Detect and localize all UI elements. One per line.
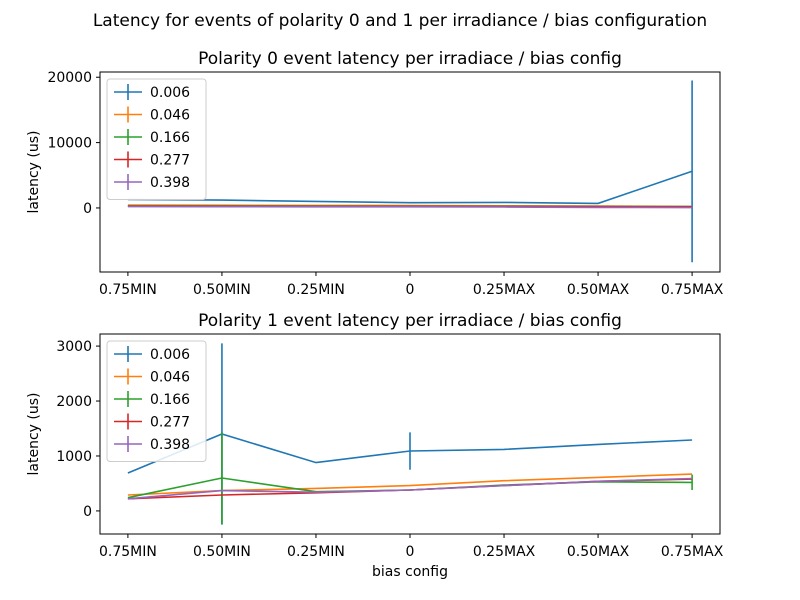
chart-title: Polarity 0 event latency per irradiace /… bbox=[198, 49, 622, 69]
x-tick-label: 0.50MAX bbox=[567, 282, 630, 298]
x-tick-label: 0.25MIN bbox=[287, 544, 345, 560]
x-tick-label: 0.75MIN bbox=[99, 282, 157, 298]
x-axis-label: bias config bbox=[372, 564, 448, 580]
x-tick-label: 0 bbox=[406, 544, 415, 560]
y-tick-label: 10000 bbox=[47, 136, 92, 152]
series-line-0.398 bbox=[127, 205, 693, 209]
chart-title: Polarity 1 event latency per irradiace /… bbox=[198, 311, 622, 331]
y-axis-label: latency (us) bbox=[26, 131, 42, 214]
x-tick-label: 0.75MAX bbox=[661, 282, 724, 298]
legend-entry: 0.046 bbox=[150, 370, 190, 386]
y-tick-label: 2000 bbox=[56, 394, 92, 410]
figure-suptitle: Latency for events of polarity 0 and 1 p… bbox=[93, 11, 707, 31]
legend-box bbox=[106, 78, 207, 200]
legend-entry: 0.006 bbox=[150, 85, 190, 101]
plot-polarity-1: Polarity 1 event latency per irradiace /… bbox=[26, 311, 724, 580]
x-tick-label: 0.25MAX bbox=[473, 544, 536, 560]
y-tick-label: 0 bbox=[83, 201, 92, 217]
legend-entry: 0.398 bbox=[150, 175, 190, 191]
series-line-0.398 bbox=[127, 477, 693, 500]
legend-entry: 0.277 bbox=[150, 153, 190, 169]
legend-entry: 0.006 bbox=[150, 347, 190, 363]
legend-entry: 0.166 bbox=[150, 130, 190, 146]
x-tick-label: 0.75MIN bbox=[99, 544, 157, 560]
y-tick-label: 1000 bbox=[56, 449, 92, 465]
plot-polarity-0: Polarity 0 event latency per irradiace /… bbox=[26, 49, 724, 298]
y-tick-label: 0 bbox=[83, 504, 92, 520]
x-tick-label: 0.25MIN bbox=[287, 282, 345, 298]
legend-entry: 0.046 bbox=[150, 108, 190, 124]
series-line-0.006 bbox=[127, 170, 693, 205]
y-axis-label: latency (us) bbox=[26, 393, 42, 476]
x-tick-label: 0.50MIN bbox=[193, 282, 251, 298]
legend-entry: 0.166 bbox=[150, 392, 190, 408]
x-tick-label: 0.50MIN bbox=[193, 544, 251, 560]
x-tick-label: 0.75MAX bbox=[661, 544, 724, 560]
x-tick-label: 0 bbox=[406, 282, 415, 298]
y-tick-label: 20000 bbox=[47, 70, 92, 86]
y-tick-label: 3000 bbox=[56, 339, 92, 355]
legend-entry: 0.398 bbox=[150, 437, 190, 453]
x-tick-label: 0.25MAX bbox=[473, 282, 536, 298]
legend-entry: 0.277 bbox=[150, 415, 190, 431]
legend-box bbox=[106, 340, 207, 462]
x-tick-label: 0.50MAX bbox=[567, 544, 630, 560]
